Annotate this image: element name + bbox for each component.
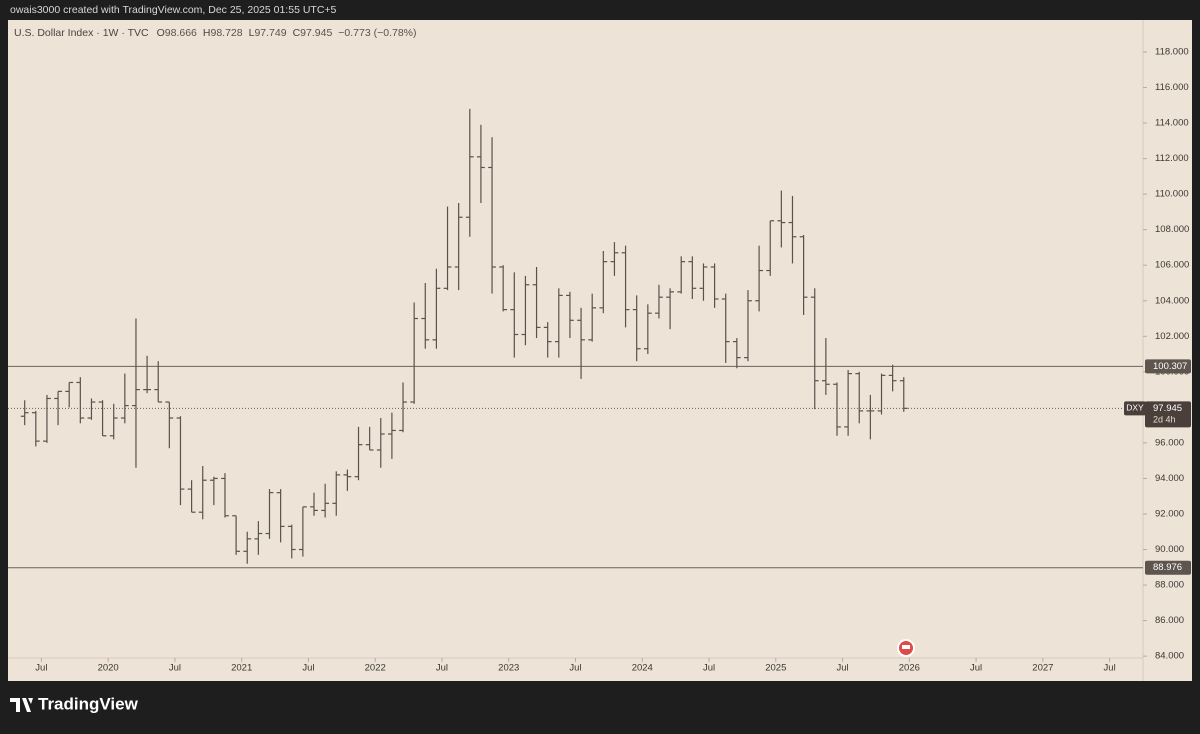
- ohlc-value: 97.749: [254, 27, 286, 39]
- brand-logo: TradingView: [10, 694, 139, 713]
- last-price-tag: [1145, 401, 1191, 428]
- x-tick-label: 2026: [899, 663, 920, 674]
- x-tick-label: Jul: [569, 663, 581, 674]
- y-tick-label: 112.000: [1155, 153, 1189, 164]
- x-tick-label: 2020: [98, 663, 119, 674]
- y-tick-label: 114.000: [1155, 118, 1189, 129]
- x-tick-label: Jul: [35, 663, 47, 674]
- price-tag: [1145, 359, 1191, 374]
- change: −0.773 (−0.78%): [338, 27, 416, 39]
- ohlc-value: 97.945: [300, 27, 332, 39]
- y-tick-label: 88.000: [1155, 580, 1184, 591]
- symbol-tag: [1124, 401, 1146, 416]
- ohlc-label: C: [293, 27, 301, 39]
- ohlc-value: 98.666: [165, 27, 197, 39]
- event-flag-stripe: [902, 645, 910, 649]
- countdown-label: 2d 4h: [1153, 415, 1176, 425]
- x-tick-label: 2023: [498, 663, 519, 674]
- symbol-tag-label: DXY: [1126, 403, 1144, 413]
- x-tick-label: 2021: [231, 663, 252, 674]
- y-tick-label: 118.000: [1155, 46, 1189, 57]
- ohlc-label: H: [203, 27, 211, 39]
- y-tick-label: 90.000: [1155, 544, 1184, 555]
- ohlc-label: L: [249, 27, 255, 39]
- price-tag-label: 100.307: [1153, 361, 1187, 372]
- y-tick-label: 96.000: [1155, 437, 1184, 448]
- x-tick-label: 2024: [632, 663, 653, 674]
- logo-mark: [10, 698, 33, 712]
- x-tick-label: Jul: [169, 663, 181, 674]
- x-tick-label: Jul: [970, 663, 982, 674]
- y-tick-label: 92.000: [1155, 508, 1184, 519]
- x-tick-label: Jul: [836, 663, 848, 674]
- y-tick-label: 84.000: [1155, 651, 1184, 662]
- price-tag: [1145, 560, 1191, 575]
- symbol-legend: U.S. Dollar Index · 1W · TVC O98.666 H98.7…: [14, 27, 417, 39]
- y-tick-label: 86.000: [1155, 615, 1184, 626]
- x-tick-label: 2025: [765, 663, 786, 674]
- ohlc-value: 98.728: [210, 27, 242, 39]
- ohlc-label: O: [157, 27, 165, 39]
- x-tick-label: Jul: [302, 663, 314, 674]
- legend-text: U.S. Dollar Index · 1W · TVC O98.666 H98.7…: [14, 27, 417, 39]
- brand-name: TradingView: [38, 694, 139, 713]
- price-tag-label: 88.976: [1153, 562, 1182, 573]
- plot: 84.000 86.000 88.000 90.000 92.000 94.000 96.0…: [8, 46, 1191, 674]
- y-tick-label: 104.000: [1155, 295, 1189, 306]
- x-tick-label: Jul: [436, 663, 448, 674]
- y-tick-label: 116.000: [1155, 82, 1189, 93]
- y-tick-label: 94.000: [1155, 473, 1184, 484]
- last-price-label: 97.945: [1153, 403, 1182, 414]
- attribution: owais3000 created with TradingView.com, …: [10, 4, 337, 16]
- y-tick-label: 102.000: [1155, 331, 1189, 342]
- x-tick-label: Jul: [1104, 663, 1116, 674]
- symbol-title: U.S. Dollar Index · 1W · TVC: [14, 27, 149, 39]
- y-tick-label: 108.000: [1155, 224, 1189, 235]
- chart-pane: [8, 20, 1192, 681]
- x-tick-label: Jul: [703, 663, 715, 674]
- y-tick-label: 110.000: [1155, 189, 1189, 200]
- y-tick-label: 106.000: [1155, 260, 1189, 271]
- x-tick-label: 2022: [365, 663, 386, 674]
- x-tick-label: 2027: [1032, 663, 1053, 674]
